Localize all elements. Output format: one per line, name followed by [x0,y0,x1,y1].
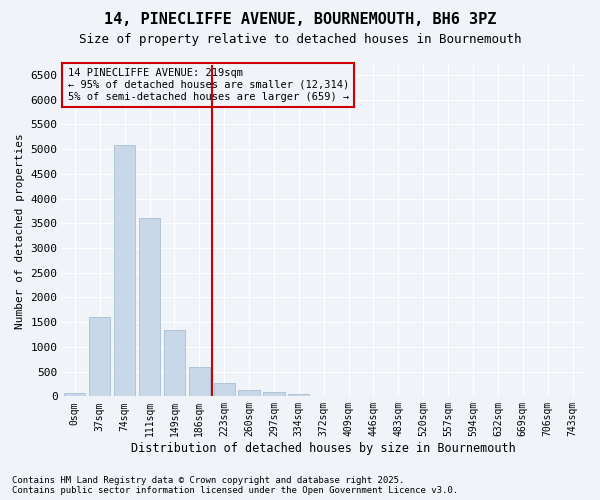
Bar [164,330,185,396]
Text: 14 PINECLIFFE AVENUE: 219sqm
← 95% of detached houses are smaller (12,314)
5% of: 14 PINECLIFFE AVENUE: 219sqm ← 95% of de… [68,68,349,102]
Y-axis label: Number of detached properties: Number of detached properties [15,133,25,328]
Bar [288,394,310,396]
Bar [263,392,284,396]
Bar [238,390,260,396]
Text: 14, PINECLIFFE AVENUE, BOURNEMOUTH, BH6 3PZ: 14, PINECLIFFE AVENUE, BOURNEMOUTH, BH6 … [104,12,496,28]
Bar [114,145,135,397]
Bar [64,394,85,396]
Bar [139,218,160,396]
Bar [189,366,210,396]
Text: Size of property relative to detached houses in Bournemouth: Size of property relative to detached ho… [79,32,521,46]
Text: Contains HM Land Registry data © Crown copyright and database right 2025.
Contai: Contains HM Land Registry data © Crown c… [12,476,458,495]
Bar [89,317,110,396]
X-axis label: Distribution of detached houses by size in Bournemouth: Distribution of detached houses by size … [131,442,516,455]
Bar [214,383,235,396]
